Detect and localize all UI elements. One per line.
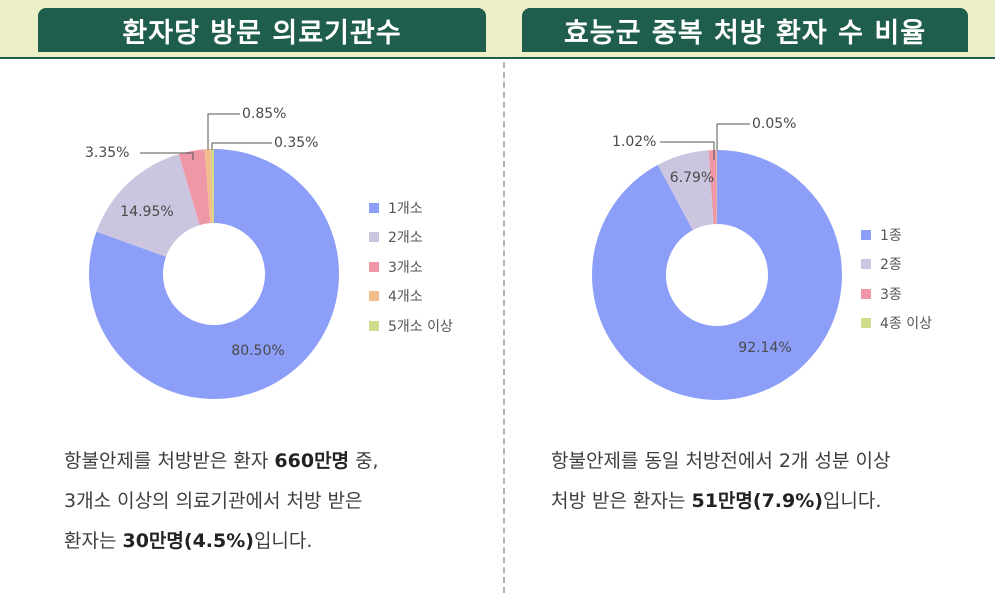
left-panel-title: 환자당 방문 의료기관수	[38, 8, 486, 52]
data-label: 80.50%	[231, 343, 284, 359]
caption-visits: 항불안제를 처방받은 환자 660만명 중, 3개소 이상의 의료기관에서 처방 …	[64, 441, 379, 561]
data-label: 0.35%	[274, 135, 318, 151]
legend-label: 4개소	[388, 289, 423, 306]
legend-visits: 1개소 2개소 3개소 4개소 5개소 이상	[369, 193, 453, 341]
header-rule	[0, 57, 995, 59]
caption-line: 3개소 이상의 의료기관에서 처방 받은	[64, 481, 379, 521]
caption-text: 입니다.	[253, 530, 313, 552]
legend-label: 5개소 이상	[388, 318, 453, 335]
callout-line	[207, 113, 240, 150]
legend-item: 4개소	[369, 282, 453, 312]
data-label: 0.05%	[752, 116, 796, 132]
callout-line	[660, 141, 715, 160]
donut-chart-duplicate: 92.14% 6.79% 1.02% 0.05%	[592, 116, 843, 400]
caption-text: 항불안제를 동일 처방전에서 2개 성분 이상	[551, 450, 891, 472]
slice-3개소	[178, 149, 211, 226]
legend-item: 2개소	[369, 223, 453, 253]
data-label: 1.02%	[612, 134, 656, 150]
legend-item: 3개소	[369, 252, 453, 282]
legend-item: 1종	[861, 220, 932, 250]
caption-text: 입니다.	[822, 490, 882, 512]
legend-label: 3종	[880, 286, 902, 303]
legend-swatch	[369, 320, 379, 331]
caption-highlight: 660만명	[274, 450, 350, 472]
legend-item: 4종 이상	[861, 309, 932, 339]
legend-swatch	[861, 259, 871, 270]
legend-swatch	[369, 202, 379, 213]
legend-swatch	[861, 318, 871, 329]
slice-2개소	[96, 154, 200, 257]
slice-1개소	[89, 149, 339, 399]
callout-line	[716, 123, 750, 150]
slice-2종	[657, 150, 714, 231]
caption-highlight: 30만명(4.5%)	[122, 530, 254, 552]
callout-line	[211, 142, 272, 150]
legend-swatch	[369, 291, 379, 302]
legend-item: 2종	[861, 250, 932, 280]
caption-highlight: 51만명(7.9%)	[691, 490, 823, 512]
panel-divider	[503, 62, 505, 593]
legend-item: 1개소	[369, 193, 453, 223]
data-label: 0.85%	[242, 106, 286, 122]
slice-5개소 이상	[211, 149, 214, 224]
legend-item: 5개소 이상	[369, 311, 453, 341]
legend-label: 4종 이상	[880, 316, 932, 333]
legend-swatch	[369, 261, 379, 272]
data-label: 92.14%	[738, 340, 791, 356]
legend-swatch	[861, 288, 871, 299]
caption-line: 항불안제를 동일 처방전에서 2개 성분 이상	[551, 441, 890, 481]
right-panel-title: 효능군 중복 처방 환자 수 비율	[522, 8, 968, 52]
caption-line: 처방 받은 환자는 51만명(7.9%)입니다.	[551, 481, 890, 521]
legend-label: 2개소	[388, 230, 423, 247]
caption-text: 항불안제를 처방받은 환자	[64, 450, 275, 472]
legend-label: 1개소	[388, 200, 423, 217]
legend-label: 1종	[880, 227, 902, 244]
caption-text: 환자는	[64, 530, 123, 552]
data-label: 14.95%	[120, 204, 173, 220]
caption-text: 3개소 이상의 의료기관에서 처방 받은	[64, 490, 363, 512]
caption-line: 항불안제를 처방받은 환자 660만명 중,	[64, 441, 379, 481]
caption-line: 환자는 30만명(4.5%)입니다.	[64, 521, 379, 561]
legend-label: 2종	[880, 257, 902, 274]
legend-swatch	[861, 229, 871, 240]
slice-3종	[708, 150, 717, 225]
callout-line	[140, 152, 194, 160]
caption-text: 중,	[349, 450, 379, 472]
data-label: 6.79%	[670, 170, 714, 186]
legend-swatch	[369, 232, 379, 243]
data-label: 3.35%	[85, 145, 129, 161]
legend-duplicate: 1종 2종 3종 4종 이상	[861, 220, 932, 338]
slice-1종	[592, 150, 843, 400]
caption-text: 처방 받은 환자는	[551, 490, 692, 512]
slice-4개소	[204, 149, 213, 224]
donut-chart-visits: 80.50% 14.95% 3.35% 0.85% 0.35%	[85, 106, 339, 399]
legend-label: 3개소	[388, 259, 423, 276]
legend-item: 3종	[861, 279, 932, 309]
